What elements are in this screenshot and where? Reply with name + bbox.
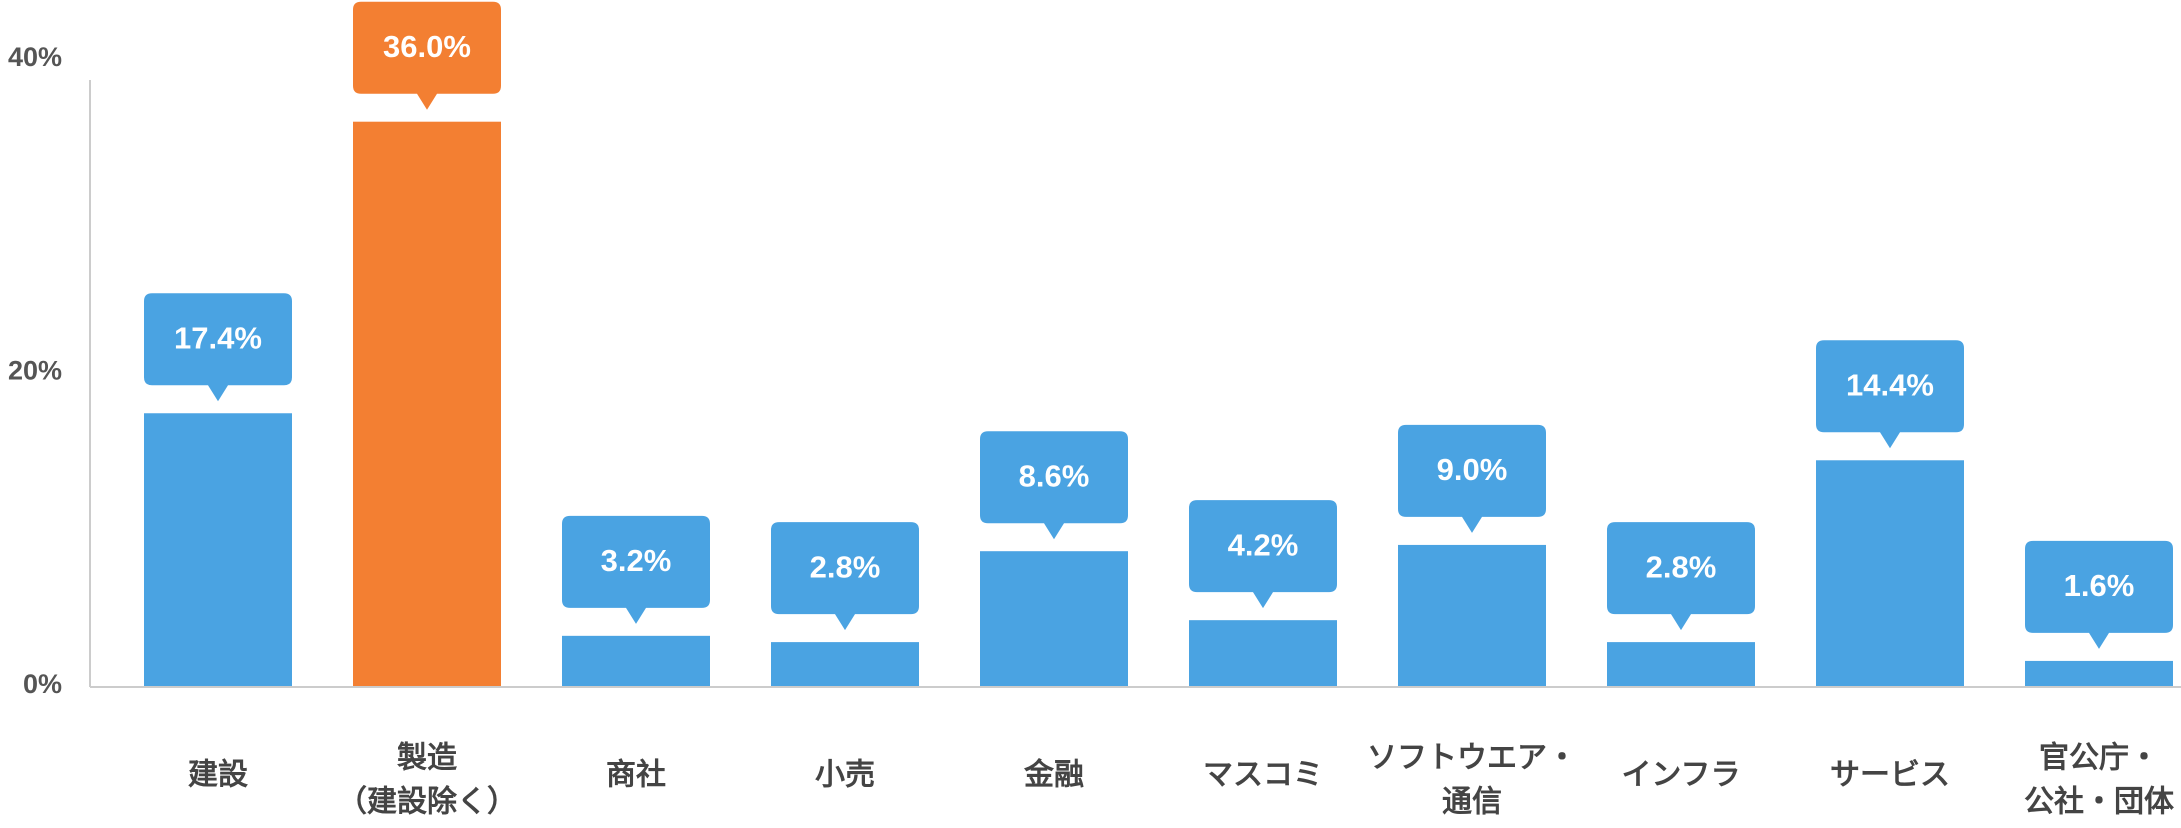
value-label: 9.0% bbox=[1437, 452, 1508, 487]
value-callout bbox=[1189, 500, 1337, 609]
x-tick-label: マスコミ bbox=[1203, 758, 1323, 793]
bar bbox=[980, 551, 1128, 686]
x-tick-label: 建設 bbox=[188, 758, 248, 793]
x-tick-label: サービス bbox=[1830, 758, 1950, 793]
value-label: 8.6% bbox=[1019, 458, 1090, 493]
value-callout bbox=[144, 293, 292, 402]
value-label: 1.6% bbox=[2064, 568, 2135, 603]
value-label: 36.0% bbox=[383, 29, 471, 64]
x-tick-label: 公社・団体 bbox=[2024, 785, 2175, 820]
bar bbox=[144, 413, 292, 686]
x-tick-label: 商社 bbox=[606, 758, 666, 793]
value-label: 17.4% bbox=[174, 320, 262, 355]
x-tick-label: インフラ bbox=[1621, 758, 1740, 793]
bar bbox=[1398, 544, 1546, 686]
bar bbox=[353, 121, 501, 686]
bar bbox=[1607, 642, 1755, 686]
value-callout bbox=[1398, 424, 1546, 533]
value-callout bbox=[1607, 522, 1755, 631]
x-tick-label: 製造 bbox=[397, 741, 457, 776]
value-label: 3.2% bbox=[601, 543, 672, 578]
x-tick-label: 通信 bbox=[1442, 785, 1502, 820]
value-callout bbox=[562, 515, 710, 624]
y-tick-label: 20% bbox=[8, 356, 62, 386]
value-label: 2.8% bbox=[1646, 549, 1717, 584]
value-callout bbox=[2025, 540, 2173, 649]
value-label: 4.2% bbox=[1228, 527, 1299, 562]
value-callout bbox=[353, 1, 501, 110]
bar bbox=[1189, 620, 1337, 686]
x-tick-label: （建設除く） bbox=[337, 785, 517, 820]
x-tick-label: ソフトウエア・ bbox=[1367, 741, 1577, 776]
x-tick-label: 官公庁・ bbox=[2039, 741, 2159, 776]
value-callout bbox=[980, 431, 1128, 540]
value-label: 14.4% bbox=[1846, 367, 1934, 402]
value-callout bbox=[1816, 340, 1964, 449]
bar bbox=[1816, 460, 1964, 686]
value-label: 2.8% bbox=[810, 549, 881, 584]
y-tick-label: 40% bbox=[8, 42, 62, 72]
x-tick-label: 小売 bbox=[815, 758, 875, 793]
x-tick-label: 金融 bbox=[1023, 758, 1084, 793]
bar bbox=[771, 642, 919, 686]
y-tick-label: 0% bbox=[23, 669, 62, 699]
bar bbox=[562, 635, 710, 686]
value-callout bbox=[771, 522, 919, 631]
bar bbox=[2025, 660, 2173, 686]
